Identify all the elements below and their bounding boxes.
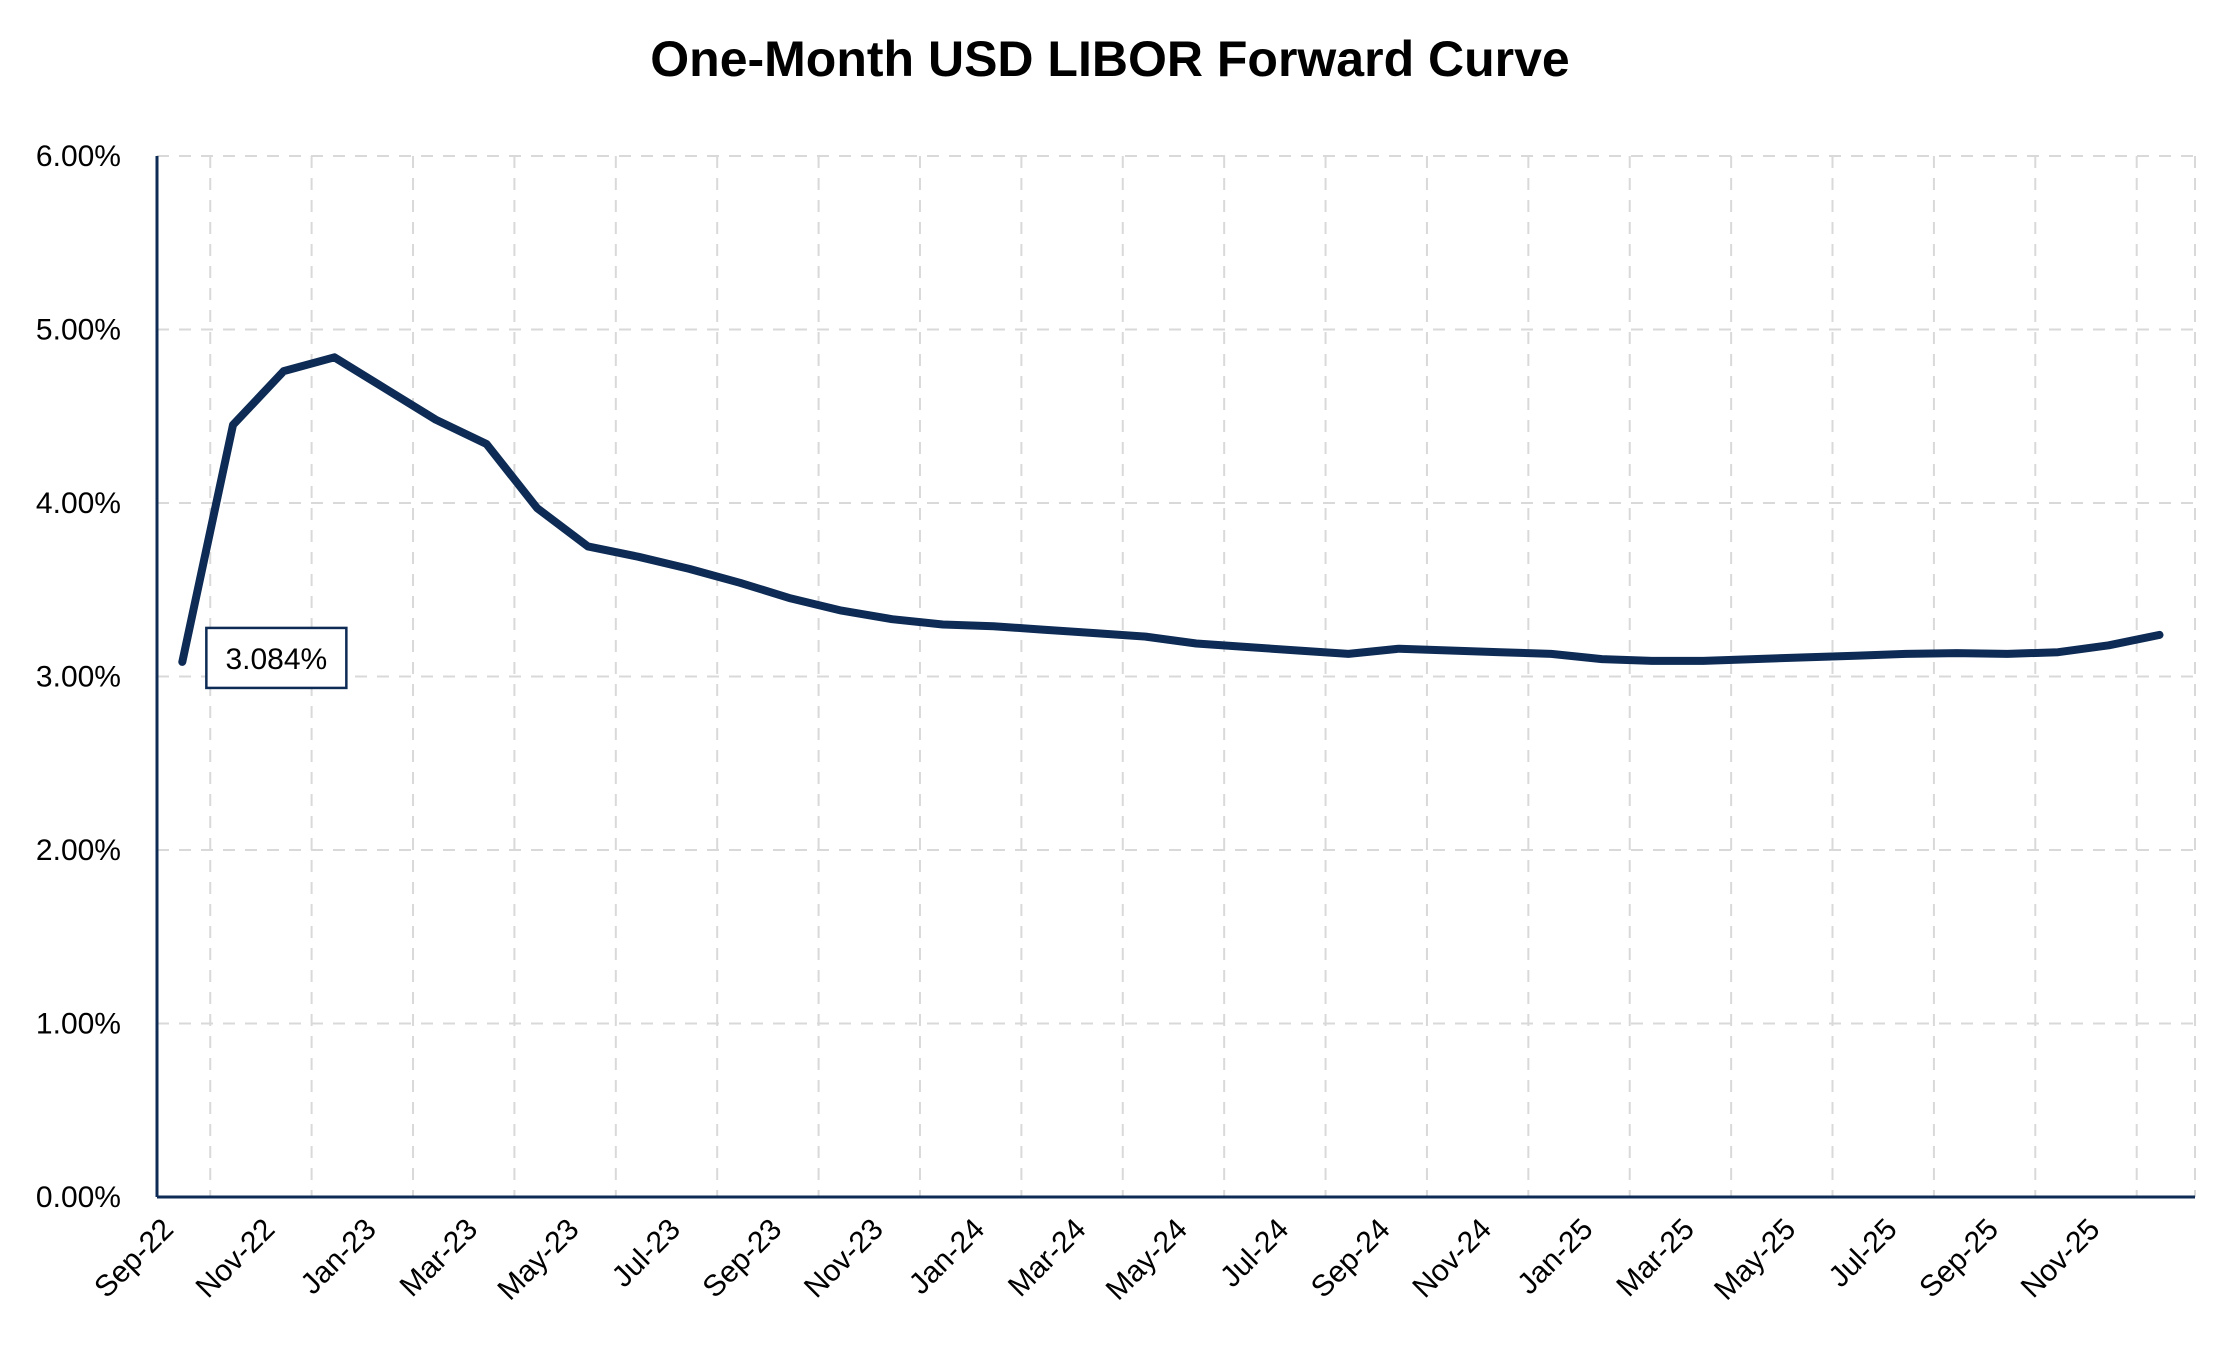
axes — [155, 156, 2195, 1199]
y-tick-labels: 0.00% 1.00% 2.00% 3.00% 4.00% 5.00% 6.00% — [36, 140, 121, 1214]
x-tick-label: Jan-24 — [903, 1213, 991, 1301]
x-tick-labels: Sep-22 Nov-22 Jan-23 Mar-23 May-23 Jul-23 Sep-… — [88, 1213, 2106, 1307]
x-tick-label: Mar-24 — [1002, 1213, 1093, 1304]
x-tick-label: Mar-23 — [394, 1213, 485, 1304]
x-tick-label: Sep-24 — [1305, 1213, 1397, 1305]
x-tick-label: Nov-22 — [190, 1213, 282, 1305]
annotations: 3.084% — [205, 626, 348, 690]
series — [178, 353, 2164, 666]
y-tick-label: 2.00% — [36, 834, 121, 867]
x-tick-label: May-25 — [1708, 1213, 1802, 1307]
y-tick-label: 3.00% — [36, 661, 121, 694]
series-line — [178, 353, 2164, 666]
y-tick-label: 1.00% — [36, 1008, 121, 1041]
y-tick-label: 4.00% — [36, 487, 121, 520]
chart-title: One-Month USD LIBOR Forward Curve — [650, 31, 1570, 87]
x-tick-label: Jul-25 — [1823, 1213, 1904, 1294]
x-tick-label: Nov-25 — [2015, 1213, 2107, 1305]
x-tick-label: Jan-23 — [295, 1213, 383, 1301]
x-tick-label: Mar-25 — [1610, 1213, 1701, 1304]
x-tick-label: Sep-23 — [697, 1213, 789, 1305]
x-tick-label: Nov-23 — [798, 1213, 890, 1305]
y-tick-label: 0.00% — [36, 1181, 121, 1214]
x-tick-label: Nov-24 — [1406, 1213, 1498, 1305]
data-label: 3.084% — [225, 643, 327, 676]
y-tick-label: 5.00% — [36, 314, 121, 347]
x-tick-label: Sep-22 — [88, 1213, 180, 1305]
x-tick-label: Jul-23 — [606, 1213, 687, 1294]
x-tick-label: Jan-25 — [1511, 1213, 1599, 1301]
x-tick-label: Jul-24 — [1214, 1213, 1295, 1294]
x-tick-label: May-23 — [491, 1213, 585, 1307]
grid — [157, 155, 2196, 1197]
data-label-box — [205, 626, 348, 690]
x-tick-label: May-24 — [1100, 1213, 1194, 1307]
y-tick-label: 6.00% — [36, 140, 121, 173]
x-tick-label: Sep-25 — [1913, 1213, 2005, 1305]
